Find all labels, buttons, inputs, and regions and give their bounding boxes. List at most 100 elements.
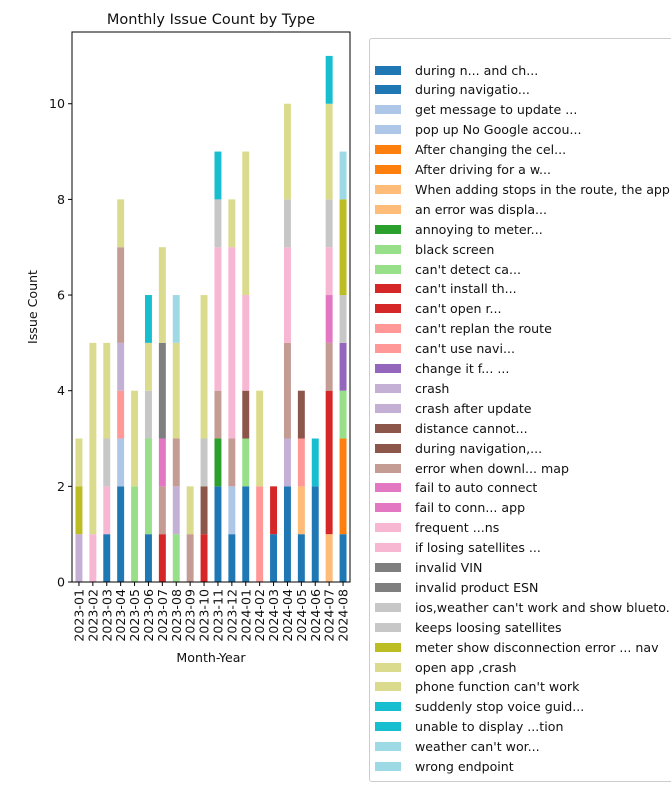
bar-segment-2024-04-s27 (283, 199, 291, 248)
bar-segment-2024-08-s15 (339, 342, 347, 391)
bar-segment-2023-09-s30 (186, 486, 194, 535)
legend-entry: unable to display ...tion (375, 717, 563, 737)
legend-swatch (375, 224, 401, 234)
bar-segment-2023-02-s23 (89, 534, 97, 582)
legend-label: during navigatio... (415, 82, 530, 98)
legend-swatch (375, 344, 401, 354)
y-tick-label: 0 (57, 575, 65, 590)
legend-swatch (375, 622, 401, 632)
x-tick-label: 2023-08 (169, 589, 184, 642)
bar-segment-2024-04-s23 (283, 247, 291, 343)
legend-entry: wrong endpoint (375, 757, 514, 777)
legend-entry: black screen (375, 239, 494, 259)
x-tick-label: 2024-08 (336, 589, 351, 642)
legend-swatch (375, 682, 401, 692)
legend-label: fail to auto connect (415, 480, 538, 496)
bar-segment-2023-09-s20 (186, 534, 194, 582)
legend-swatch (375, 702, 401, 712)
bar-segment-2024-01-s0 (242, 486, 250, 582)
legend-swatch (375, 284, 401, 294)
legend-swatch (375, 264, 401, 274)
legend-label: distance cannot... (415, 420, 528, 436)
legend-label: annoying to meter... (415, 221, 543, 237)
bar-segment-2024-07-s23 (325, 247, 333, 296)
legend-entry: phone function can't work (375, 677, 579, 697)
legend-entry: can't use navi... (375, 339, 515, 359)
bar-segment-2023-11-s32 (214, 151, 222, 200)
bar-segment-2023-03-s23 (103, 486, 111, 535)
legend-label: invalid product ESN (415, 579, 539, 595)
legend-entry: weather can't wor... (375, 737, 540, 757)
bar-segment-2023-06-s9 (144, 438, 152, 535)
x-tick-label: 2024-01 (238, 589, 253, 642)
legend-swatch (375, 602, 401, 612)
legend-swatch (375, 642, 401, 652)
bar-segment-2023-08-s20 (172, 438, 180, 487)
legend-label: can't use navi... (415, 341, 515, 357)
chart-title: Monthly Issue Count by Type (107, 12, 315, 28)
legend-label: during navigation,... (415, 440, 543, 456)
legend-label: meter show disconnection error ... nav (415, 639, 659, 655)
legend-entry: an error was displa... (375, 199, 547, 219)
legend-swatch (375, 503, 401, 513)
legend-entry: crash after update (375, 398, 532, 418)
x-tick-label: 2023-10 (197, 589, 212, 642)
bar-segment-2023-12-s20 (228, 438, 236, 487)
legend-swatch (375, 244, 401, 254)
bar-segment-2024-01-s18 (242, 390, 250, 439)
bar-segment-2023-01-s29 (75, 486, 83, 535)
legend-label: pop up No Google accou... (415, 122, 582, 138)
bar-segment-2023-04-s2 (117, 438, 125, 487)
legend-label: ios,weather can't work and show blueto..… (415, 599, 671, 615)
x-tick-label: 2023-05 (127, 589, 142, 642)
bar-segment-2024-08-s29 (339, 199, 347, 296)
legend-label: can't detect ca... (415, 261, 521, 277)
legend-label: wrong endpoint (415, 759, 514, 774)
legend-swatch (375, 105, 401, 115)
bar-segment-2023-06-s30 (144, 342, 152, 391)
legend-entry: meter show disconnection error ... nav (375, 637, 659, 657)
bar-segment-2024-05-s0 (297, 534, 305, 582)
bar-segment-2023-04-s13 (117, 390, 125, 439)
bar-segment-2024-06-s32 (311, 438, 319, 487)
bar-segment-2023-01-s30 (75, 438, 83, 487)
legend-entry: After changing the cel... (375, 140, 566, 160)
x-axis: 2023-012023-022023-032023-042023-052023-… (71, 582, 351, 642)
bar-segment-2023-08-s16 (172, 486, 180, 535)
legend-entry: error when downl... map (375, 458, 569, 478)
legend-entry: ios,weather can't work and show blueto..… (375, 597, 671, 617)
bar-segment-2023-05-s30 (131, 390, 139, 487)
bar-segment-2023-06-s0 (144, 534, 152, 582)
x-tick-label: 2023-07 (155, 589, 170, 642)
bar-segment-2024-03-s11 (270, 486, 278, 535)
legend-swatch (375, 742, 401, 752)
bar-segment-2023-08-s30 (172, 342, 180, 439)
bar-segment-2024-01-s9 (242, 438, 250, 487)
legend-swatch (375, 403, 401, 413)
legend-label: error when downl... map (415, 460, 569, 476)
legend-label: during n... and ch... (415, 62, 539, 78)
bar-segment-2023-04-s20 (117, 247, 125, 343)
legend-label: After driving for a w... (415, 162, 552, 177)
legend-entry: distance cannot... (375, 418, 528, 438)
legend-label: phone function can't work (415, 679, 580, 695)
legend-entry: get message to update ... (375, 100, 577, 120)
legend-entry: can't detect ca... (375, 259, 521, 279)
legend-entry: if losing satellites ... (375, 538, 541, 558)
legend-label: invalid VIN (415, 560, 483, 575)
x-tick-label: 2024-04 (280, 589, 295, 642)
bar-segment-2024-07-s11 (325, 390, 333, 535)
legend-swatch (375, 762, 401, 771)
legend-entry: during navigation,... (375, 438, 542, 458)
legend-label: an error was displa... (415, 201, 548, 217)
legend-entry: during n... and ch... (375, 60, 538, 80)
bar-segment-2023-08-s34 (172, 295, 180, 343)
bar-segment-2023-06-s27 (144, 390, 152, 439)
bar-segment-2023-11-s8 (214, 438, 222, 487)
legend-swatch (375, 125, 401, 135)
legend-swatch (375, 304, 401, 314)
legend-swatch (375, 722, 401, 732)
legend-swatch (375, 443, 401, 453)
bar-segment-2023-11-s0 (214, 486, 222, 582)
legend-label: After changing the cel... (415, 142, 567, 158)
